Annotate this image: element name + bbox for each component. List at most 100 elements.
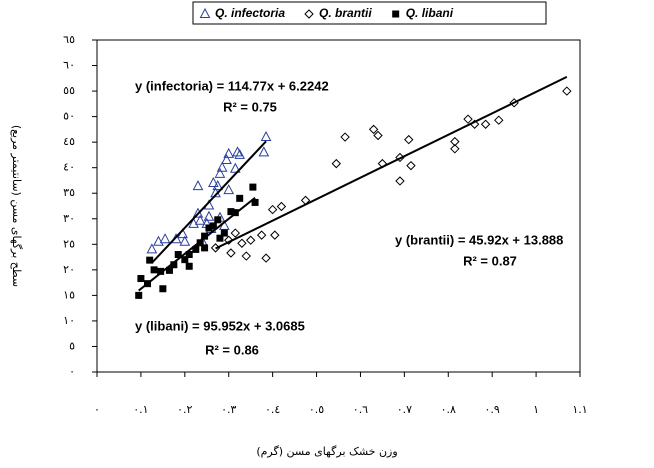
point bbox=[267, 204, 278, 215]
y-tick-label: ٦٠ bbox=[63, 59, 75, 72]
point bbox=[373, 130, 383, 141]
x-tick-label: ٠.٥ bbox=[309, 403, 324, 416]
point bbox=[368, 124, 379, 135]
y-tick-label: ٢٠ bbox=[63, 263, 75, 276]
plot-frame bbox=[96, 39, 581, 373]
point bbox=[146, 256, 154, 264]
point bbox=[236, 194, 244, 202]
point bbox=[249, 183, 257, 191]
point bbox=[494, 115, 504, 125]
annotation: R² = 0.75 bbox=[223, 99, 277, 114]
y-tick-label: ٥ bbox=[69, 339, 75, 352]
y-tick-label: ٤٥ bbox=[63, 135, 75, 148]
point bbox=[214, 216, 222, 224]
point bbox=[201, 232, 209, 240]
y-tick-label: ٤٠ bbox=[63, 161, 75, 174]
point bbox=[192, 180, 204, 191]
point bbox=[212, 180, 224, 191]
point bbox=[229, 162, 241, 173]
point bbox=[226, 248, 236, 258]
trend-line bbox=[138, 196, 256, 292]
legend-label: Q. infectoria bbox=[215, 6, 285, 20]
point bbox=[170, 261, 178, 269]
point bbox=[276, 201, 287, 212]
point bbox=[261, 253, 271, 263]
point bbox=[331, 158, 342, 169]
annotation: y (libani) = 95.952x + 3.0685 bbox=[135, 318, 305, 333]
point bbox=[223, 184, 235, 195]
x-tick-label: ٠.٣ bbox=[221, 403, 236, 416]
trend-line bbox=[215, 75, 568, 250]
point bbox=[185, 262, 193, 270]
x-tick-label: ١.١ bbox=[572, 403, 587, 416]
point bbox=[216, 234, 224, 242]
legend-label: Q. libani bbox=[406, 6, 454, 20]
point bbox=[395, 176, 405, 186]
legend-marker bbox=[304, 9, 314, 19]
point bbox=[216, 161, 228, 172]
x-tick-label: ١ bbox=[533, 403, 539, 416]
point bbox=[227, 208, 235, 216]
point bbox=[237, 238, 247, 248]
point bbox=[135, 291, 143, 299]
trend-line bbox=[151, 140, 267, 264]
x-tick-label: ٠.١ bbox=[133, 403, 148, 416]
point bbox=[185, 251, 193, 259]
y-tick-label: ٦٥ bbox=[63, 33, 75, 46]
point bbox=[463, 114, 473, 124]
y-tick-label: ٣٥ bbox=[63, 186, 75, 199]
y-tick-label: ٠ bbox=[69, 365, 75, 378]
x-tick-label: ٠.٦ bbox=[353, 403, 368, 416]
point bbox=[450, 136, 460, 147]
x-tick-label: ٠.٢ bbox=[177, 403, 192, 416]
point bbox=[209, 222, 217, 230]
point bbox=[251, 198, 259, 206]
y-tick-label: ٥٥ bbox=[63, 84, 75, 97]
point bbox=[150, 266, 158, 274]
y-tick-label: ٢٥ bbox=[63, 237, 75, 250]
point bbox=[562, 86, 572, 96]
point bbox=[241, 251, 251, 261]
annotation: R² = 0.86 bbox=[205, 342, 259, 357]
point bbox=[260, 130, 272, 142]
point bbox=[165, 266, 173, 274]
point bbox=[179, 235, 191, 246]
point bbox=[137, 275, 145, 283]
point bbox=[270, 230, 280, 240]
point bbox=[450, 144, 460, 154]
point bbox=[406, 160, 416, 171]
point bbox=[192, 245, 200, 253]
point bbox=[208, 176, 219, 188]
point bbox=[214, 167, 226, 178]
point bbox=[153, 235, 164, 246]
point bbox=[159, 233, 171, 244]
point bbox=[146, 243, 158, 254]
y-axis-label: سطح برگهای مسن (سانتیمتر مربع) bbox=[10, 125, 23, 287]
point bbox=[174, 251, 182, 259]
point bbox=[245, 235, 256, 245]
point bbox=[159, 285, 167, 293]
point bbox=[480, 119, 491, 129]
point bbox=[192, 207, 204, 218]
legend-marker bbox=[392, 10, 400, 18]
legend-label: Q. brantii bbox=[319, 6, 372, 20]
annotation: y (infectoria) = 114.77x + 6.2242 bbox=[135, 78, 329, 93]
y-tick-label: ٣٠ bbox=[63, 212, 75, 225]
point bbox=[234, 148, 246, 159]
legend-marker bbox=[199, 7, 211, 18]
y-tick-label: ١٠ bbox=[63, 314, 75, 327]
point bbox=[220, 229, 228, 237]
x-axis-label: وزن خشک برگهای مسن (گرم) bbox=[256, 445, 397, 458]
point bbox=[224, 235, 234, 245]
x-tick-label: ٠.٩ bbox=[485, 403, 500, 416]
annotation: R² = 0.87 bbox=[463, 253, 517, 268]
point bbox=[157, 267, 165, 275]
point bbox=[404, 134, 414, 145]
point bbox=[194, 214, 206, 225]
y-tick-label: ١٥ bbox=[63, 288, 75, 301]
point bbox=[181, 256, 189, 264]
point bbox=[340, 132, 350, 142]
point bbox=[256, 230, 267, 240]
legend-box bbox=[192, 1, 547, 25]
